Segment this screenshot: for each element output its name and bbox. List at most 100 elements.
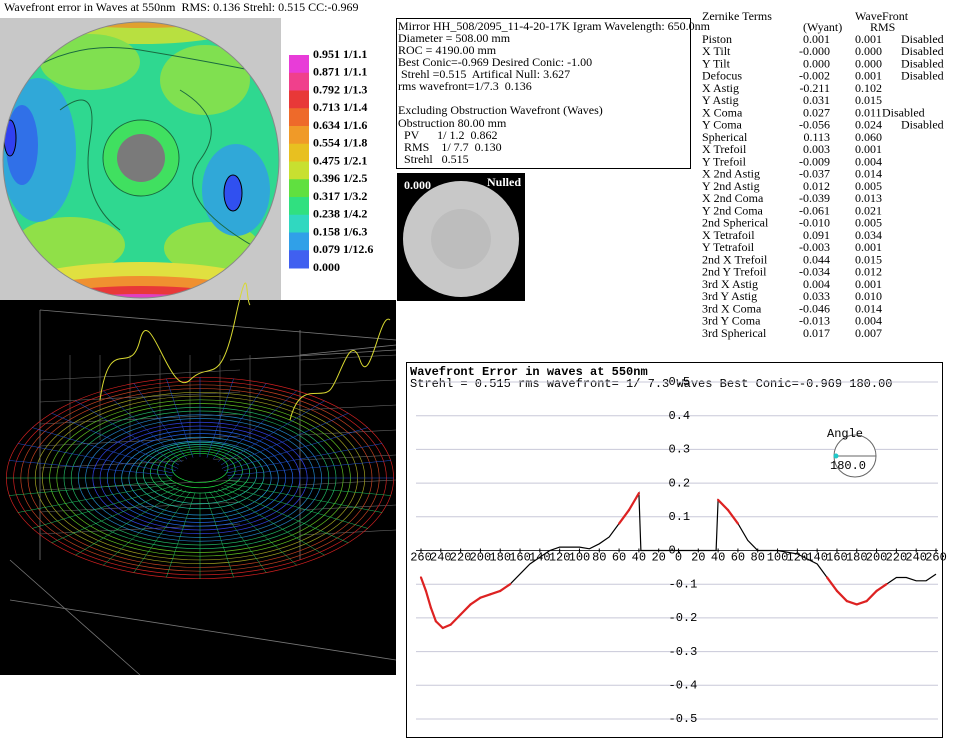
x-tick-label: 200 xyxy=(470,551,492,565)
panel-grid xyxy=(299,354,397,361)
profile-highlight xyxy=(419,576,428,593)
term-status: Disabled xyxy=(901,56,944,70)
colorbar: 0.951 1/1.1 0.871 1/1.1 0.792 1/1.3 0.713 1… xyxy=(289,47,373,274)
wire-spoke xyxy=(102,490,187,566)
wire-spoke xyxy=(224,427,369,471)
x-tick-label: 40 xyxy=(632,551,646,565)
panel-grid xyxy=(299,529,397,536)
term-name: X 2nd Coma xyxy=(702,191,764,205)
panel-grid xyxy=(299,504,397,511)
term-name: X Astig xyxy=(702,81,739,95)
term-status: Disabled xyxy=(901,44,944,58)
x-tick-label: 240 xyxy=(430,551,452,565)
profile-highlight xyxy=(865,589,878,603)
profile-highlight xyxy=(441,623,452,630)
profile-highlight xyxy=(469,596,482,606)
profile-highlight xyxy=(717,498,730,512)
info-line: Mirror HH_508/2095_11-4-20-17K Igram Wav… xyxy=(398,19,711,33)
colorbar-label: 0.951 1/1.1 xyxy=(313,47,367,61)
y-tick-label: 0.3 xyxy=(669,443,691,457)
y-tick-label: -0.1 xyxy=(669,577,698,591)
rms-value: 0.004 xyxy=(855,154,882,168)
rms-value: 0.005 xyxy=(855,216,882,230)
wyant-value: 0.044 xyxy=(803,252,830,266)
nulled-shade xyxy=(431,209,491,269)
colorbar-swatch xyxy=(289,90,309,109)
wire-spoke xyxy=(8,480,173,496)
profile-highlight xyxy=(489,589,502,596)
term-name: Piston xyxy=(702,32,732,46)
term-name: 3rd Spherical xyxy=(702,326,767,340)
panel-grid xyxy=(299,379,397,386)
angle-handle[interactable] xyxy=(833,453,839,459)
wire-spoke xyxy=(204,378,234,464)
rms-value: 0.001 xyxy=(855,32,882,46)
colorbar-label: 0.554 1/1.8 xyxy=(313,136,367,150)
colorbar-swatch xyxy=(289,232,309,251)
wyant-value: -0.009 xyxy=(799,154,830,168)
wireframe xyxy=(6,282,397,676)
term-name: Y Trefoil xyxy=(702,154,747,168)
wire-spoke xyxy=(166,492,196,578)
wyant-value: 0.017 xyxy=(803,326,830,340)
map-rim xyxy=(2,21,280,299)
term-status: Disabled xyxy=(901,69,944,83)
info-line: rms wavefront=1/7.3 0.136 xyxy=(398,79,532,93)
info-line: Best Conic=-0.969 Desired Conic: -1.00 xyxy=(398,55,592,69)
panel-grid xyxy=(39,479,241,491)
wire-spoke xyxy=(31,427,176,471)
wire-spoke xyxy=(221,412,349,469)
profile-highlight xyxy=(617,508,631,525)
profile-highlight xyxy=(479,593,492,599)
term-name: Defocus xyxy=(702,69,742,83)
term-name: Spherical xyxy=(702,130,748,144)
profile-trace xyxy=(289,318,391,421)
panel-line xyxy=(299,344,397,356)
wire-spoke xyxy=(227,460,392,476)
zernike-table: Zernike Terms WaveFront (Wyant) RMS Pist… xyxy=(702,9,944,340)
x-tick-label: 220 xyxy=(450,551,472,565)
wire-spoke xyxy=(166,378,196,464)
wyant-value: 0.003 xyxy=(803,142,830,156)
rms-value: 0.000 xyxy=(855,56,882,70)
panel-line xyxy=(39,309,397,341)
x-tick-label: 40 xyxy=(711,551,725,565)
rms-value: 0.011 xyxy=(855,105,882,119)
x-tick-label: 60 xyxy=(612,551,626,565)
profile-highlight xyxy=(875,583,888,593)
info-box xyxy=(396,18,691,169)
nulled-label: Nulled xyxy=(487,175,521,189)
term-name: Y Coma xyxy=(702,118,743,132)
x-tick-label: 120 xyxy=(787,551,809,565)
colorbar-label: 0.158 1/6.3 xyxy=(313,224,367,238)
colorbar-swatch xyxy=(289,250,309,269)
wire-spoke xyxy=(226,443,383,474)
wyant-value: 0.033 xyxy=(803,289,830,303)
colorbar-label: 0.317 1/3.2 xyxy=(313,189,367,203)
term-name: Y 2nd Coma xyxy=(702,203,764,217)
wyant-value: 0.000 xyxy=(803,56,830,70)
profile-highlight xyxy=(459,603,472,616)
wyant-value: 0.012 xyxy=(803,179,830,193)
wire-spoke xyxy=(75,488,183,556)
nulled-value: 0.000 xyxy=(404,178,431,192)
x-tick-label: 100 xyxy=(569,551,591,565)
term-name: Y Tetrafoil xyxy=(702,240,755,254)
x-tick-label: 100 xyxy=(767,551,789,565)
term-name: 3rd Y Coma xyxy=(702,314,761,328)
y-tick-label: 0.4 xyxy=(669,409,691,423)
colorbar-swatch xyxy=(289,179,309,198)
info-line: RMS 1/ 7.7 0.130 xyxy=(398,140,502,154)
colorbar-swatch xyxy=(289,214,309,233)
x-tick-label: 140 xyxy=(806,551,828,565)
rms-value: 0.034 xyxy=(855,228,882,242)
wire-spoke xyxy=(17,443,174,474)
rms-value: 0.015 xyxy=(855,252,882,266)
y-tick-label: -0.5 xyxy=(669,712,698,726)
wyant-value: -0.039 xyxy=(799,191,830,205)
wire-spoke xyxy=(227,480,392,496)
info-lines: Mirror HH_508/2095_11-4-20-17K Igram Wav… xyxy=(398,19,711,166)
wyant-value: -0.003 xyxy=(799,240,830,254)
colorbar-label: 0.000 xyxy=(313,260,340,274)
